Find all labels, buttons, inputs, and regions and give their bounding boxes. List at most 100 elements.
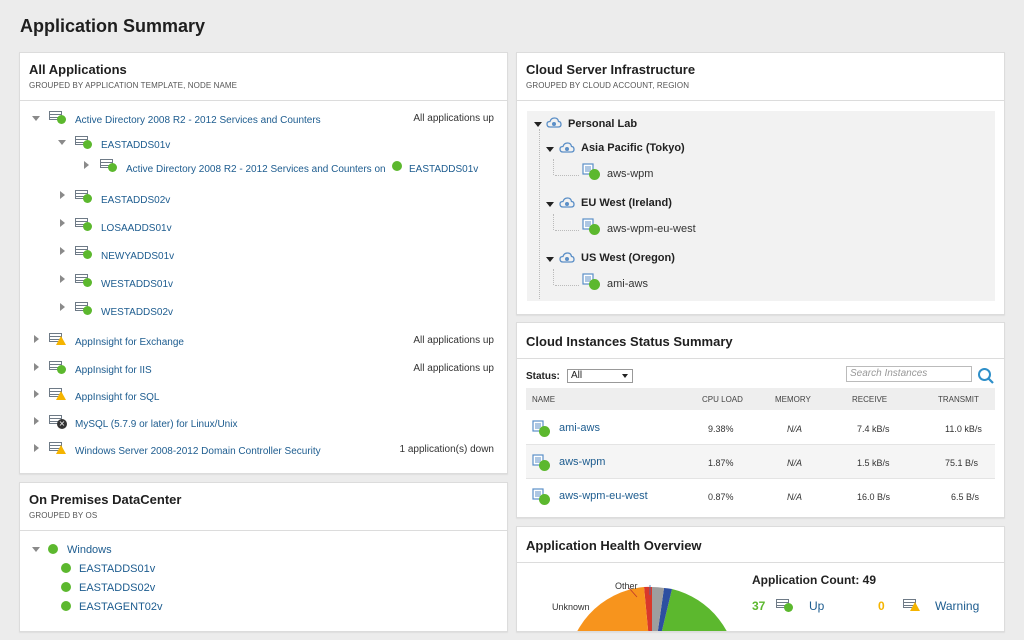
panel-header: Cloud Server Infrastructure GROUPED BY C…: [517, 53, 1004, 101]
app-template-link[interactable]: AppInsight for IIS: [75, 365, 152, 376]
expand-toggle-icon[interactable]: [60, 275, 65, 283]
node-status-icon: [61, 563, 71, 573]
up-count: 37: [752, 599, 766, 613]
node-link-eastadds02v[interactable]: EASTADDS02v: [101, 195, 171, 206]
ad-child-node-link[interactable]: EASTADDS01v: [409, 164, 479, 175]
node-link-losaadds01v[interactable]: LOSAADDS01v: [101, 223, 172, 234]
transmit-cell: 75.1 B/s: [945, 458, 979, 468]
expand-toggle-icon[interactable]: [32, 547, 40, 552]
search-instances-input[interactable]: Search Instances: [846, 366, 972, 382]
region-label: EU West (Ireland): [581, 197, 672, 209]
memory-cell: N/A: [787, 424, 803, 434]
cloud-account-icon: [546, 116, 562, 135]
col-header-cpu[interactable]: CPU LOAD: [702, 395, 743, 404]
node-link[interactable]: EASTAGENT02v: [79, 601, 163, 613]
app-template-link[interactable]: Windows Server 2008-2012 Domain Controll…: [75, 446, 321, 457]
node-link-newyadds01v[interactable]: NEWYADDS01v: [101, 251, 175, 262]
search-icon[interactable]: [977, 367, 995, 390]
cloud-account-label: Personal Lab: [568, 118, 638, 130]
instance-name-link[interactable]: aws-wpm-eu-west: [559, 490, 648, 502]
node-link-westadds02v[interactable]: WESTADDS02v: [101, 307, 174, 318]
application-count: Application Count: 49: [752, 573, 876, 587]
warning-count: 0: [878, 599, 885, 613]
app-template-link[interactable]: AppInsight for Exchange: [75, 337, 184, 348]
expand-toggle-icon[interactable]: [534, 122, 542, 127]
expand-toggle-icon[interactable]: [60, 303, 65, 311]
expand-toggle-icon[interactable]: [60, 247, 65, 255]
panel-subtitle: GROUPED BY OS: [29, 511, 98, 520]
instance-link[interactable]: aws-wpm: [607, 168, 654, 180]
expand-toggle-icon[interactable]: [60, 219, 65, 227]
expand-toggle-icon[interactable]: [58, 140, 66, 145]
node-server-icon: [75, 246, 92, 259]
expand-toggle-icon[interactable]: [34, 390, 39, 398]
instance-link[interactable]: aws-wpm-eu-west: [607, 223, 696, 235]
cpu-load-cell: 9.38%: [708, 424, 734, 434]
col-header-transmit[interactable]: TRANSMIT: [938, 395, 979, 404]
expand-toggle-icon[interactable]: [34, 417, 39, 425]
panel-title: On Premises DataCenter: [29, 492, 182, 507]
dropdown-arrow-icon: [622, 374, 628, 378]
instance-icon: [582, 272, 600, 290]
expand-toggle-icon[interactable]: [34, 444, 39, 452]
instance-name-link[interactable]: ami-aws: [559, 422, 600, 434]
region-icon: [559, 196, 575, 215]
app-template-status: All applications up: [413, 335, 494, 346]
node-server-icon: [75, 302, 92, 315]
status-filter-label: Status:: [526, 371, 560, 382]
app-warning-icon: [903, 599, 921, 613]
memory-cell: N/A: [787, 492, 803, 502]
app-template-link[interactable]: MySQL (5.7.9 or later) for Linux/Unix: [75, 419, 238, 430]
transmit-cell: 6.5 B/s: [951, 492, 980, 502]
app-server-icon: [100, 159, 117, 172]
receive-cell: 1.5 kB/s: [857, 458, 890, 468]
ad-child-link[interactable]: Active Directory 2008 R2 - 2012 Services…: [126, 164, 386, 175]
node-server-icon: [75, 190, 92, 203]
pie-slice-down: [644, 586, 652, 631]
instance-link[interactable]: ami-aws: [607, 278, 648, 290]
col-header-memory[interactable]: MEMORY: [775, 395, 811, 404]
instance-name-link[interactable]: aws-wpm: [559, 456, 606, 468]
app-warning-icon: [49, 388, 66, 400]
os-group-link[interactable]: Windows: [67, 544, 112, 556]
region-label: US West (Oregon): [581, 252, 675, 264]
expand-toggle-icon[interactable]: [84, 161, 89, 169]
node-link[interactable]: EASTADDS02v: [79, 582, 156, 594]
app-warning-icon: [49, 333, 66, 345]
table-row: aws-wpm-eu-west 0.87% N/A 16.0 B/s 6.5 B…: [526, 479, 995, 513]
col-header-name[interactable]: NAME: [532, 395, 556, 404]
expand-toggle-icon[interactable]: [60, 191, 65, 199]
panel-header: Cloud Instances Status Summary: [517, 323, 1004, 359]
pie-slice-up: [661, 589, 727, 631]
expand-toggle-icon[interactable]: [546, 147, 554, 152]
node-link[interactable]: EASTADDS01v: [79, 563, 156, 575]
expand-toggle-icon[interactable]: [34, 363, 39, 371]
node-link-westadds01v[interactable]: WESTADDS01v: [101, 279, 174, 290]
memory-cell: N/A: [787, 458, 803, 468]
instances-table-header: NAME CPU LOAD MEMORY RECEIVE TRANSMIT: [526, 388, 995, 410]
status-filter-select[interactable]: All: [567, 369, 633, 383]
expand-toggle-icon[interactable]: [546, 202, 554, 207]
expand-toggle-icon[interactable]: [546, 257, 554, 262]
instance-icon: [532, 419, 550, 437]
region-icon: [559, 141, 575, 160]
ad-template-link[interactable]: Active Directory 2008 R2 - 2012 Services…: [75, 115, 321, 126]
cpu-load-cell: 0.87%: [708, 492, 734, 502]
app-template-link[interactable]: AppInsight for SQL: [75, 392, 160, 403]
page-title: Application Summary: [20, 16, 206, 36]
instance-icon: [582, 162, 600, 180]
warning-link[interactable]: Warning: [935, 599, 980, 613]
panel-header: All Applications GROUPED BY APPLICATION …: [20, 53, 507, 101]
expand-toggle-icon[interactable]: [34, 335, 39, 343]
col-header-receive[interactable]: RECEIVE: [852, 395, 888, 404]
panel-title: Cloud Server Infrastructure: [526, 62, 696, 77]
app-up-icon: [776, 599, 794, 613]
app-warning-icon: [49, 442, 66, 454]
health-pie-chart[interactable]: [537, 567, 747, 631]
app-template-status: All applications up: [413, 363, 494, 374]
panel-title: Cloud Instances Status Summary: [526, 334, 733, 349]
table-row: aws-wpm 1.87% N/A 1.5 kB/s 75.1 B/s: [526, 445, 995, 479]
node-link-eastadds01v[interactable]: EASTADDS01v: [101, 140, 171, 151]
expand-toggle-icon[interactable]: [32, 116, 40, 121]
up-link[interactable]: Up: [809, 599, 825, 613]
